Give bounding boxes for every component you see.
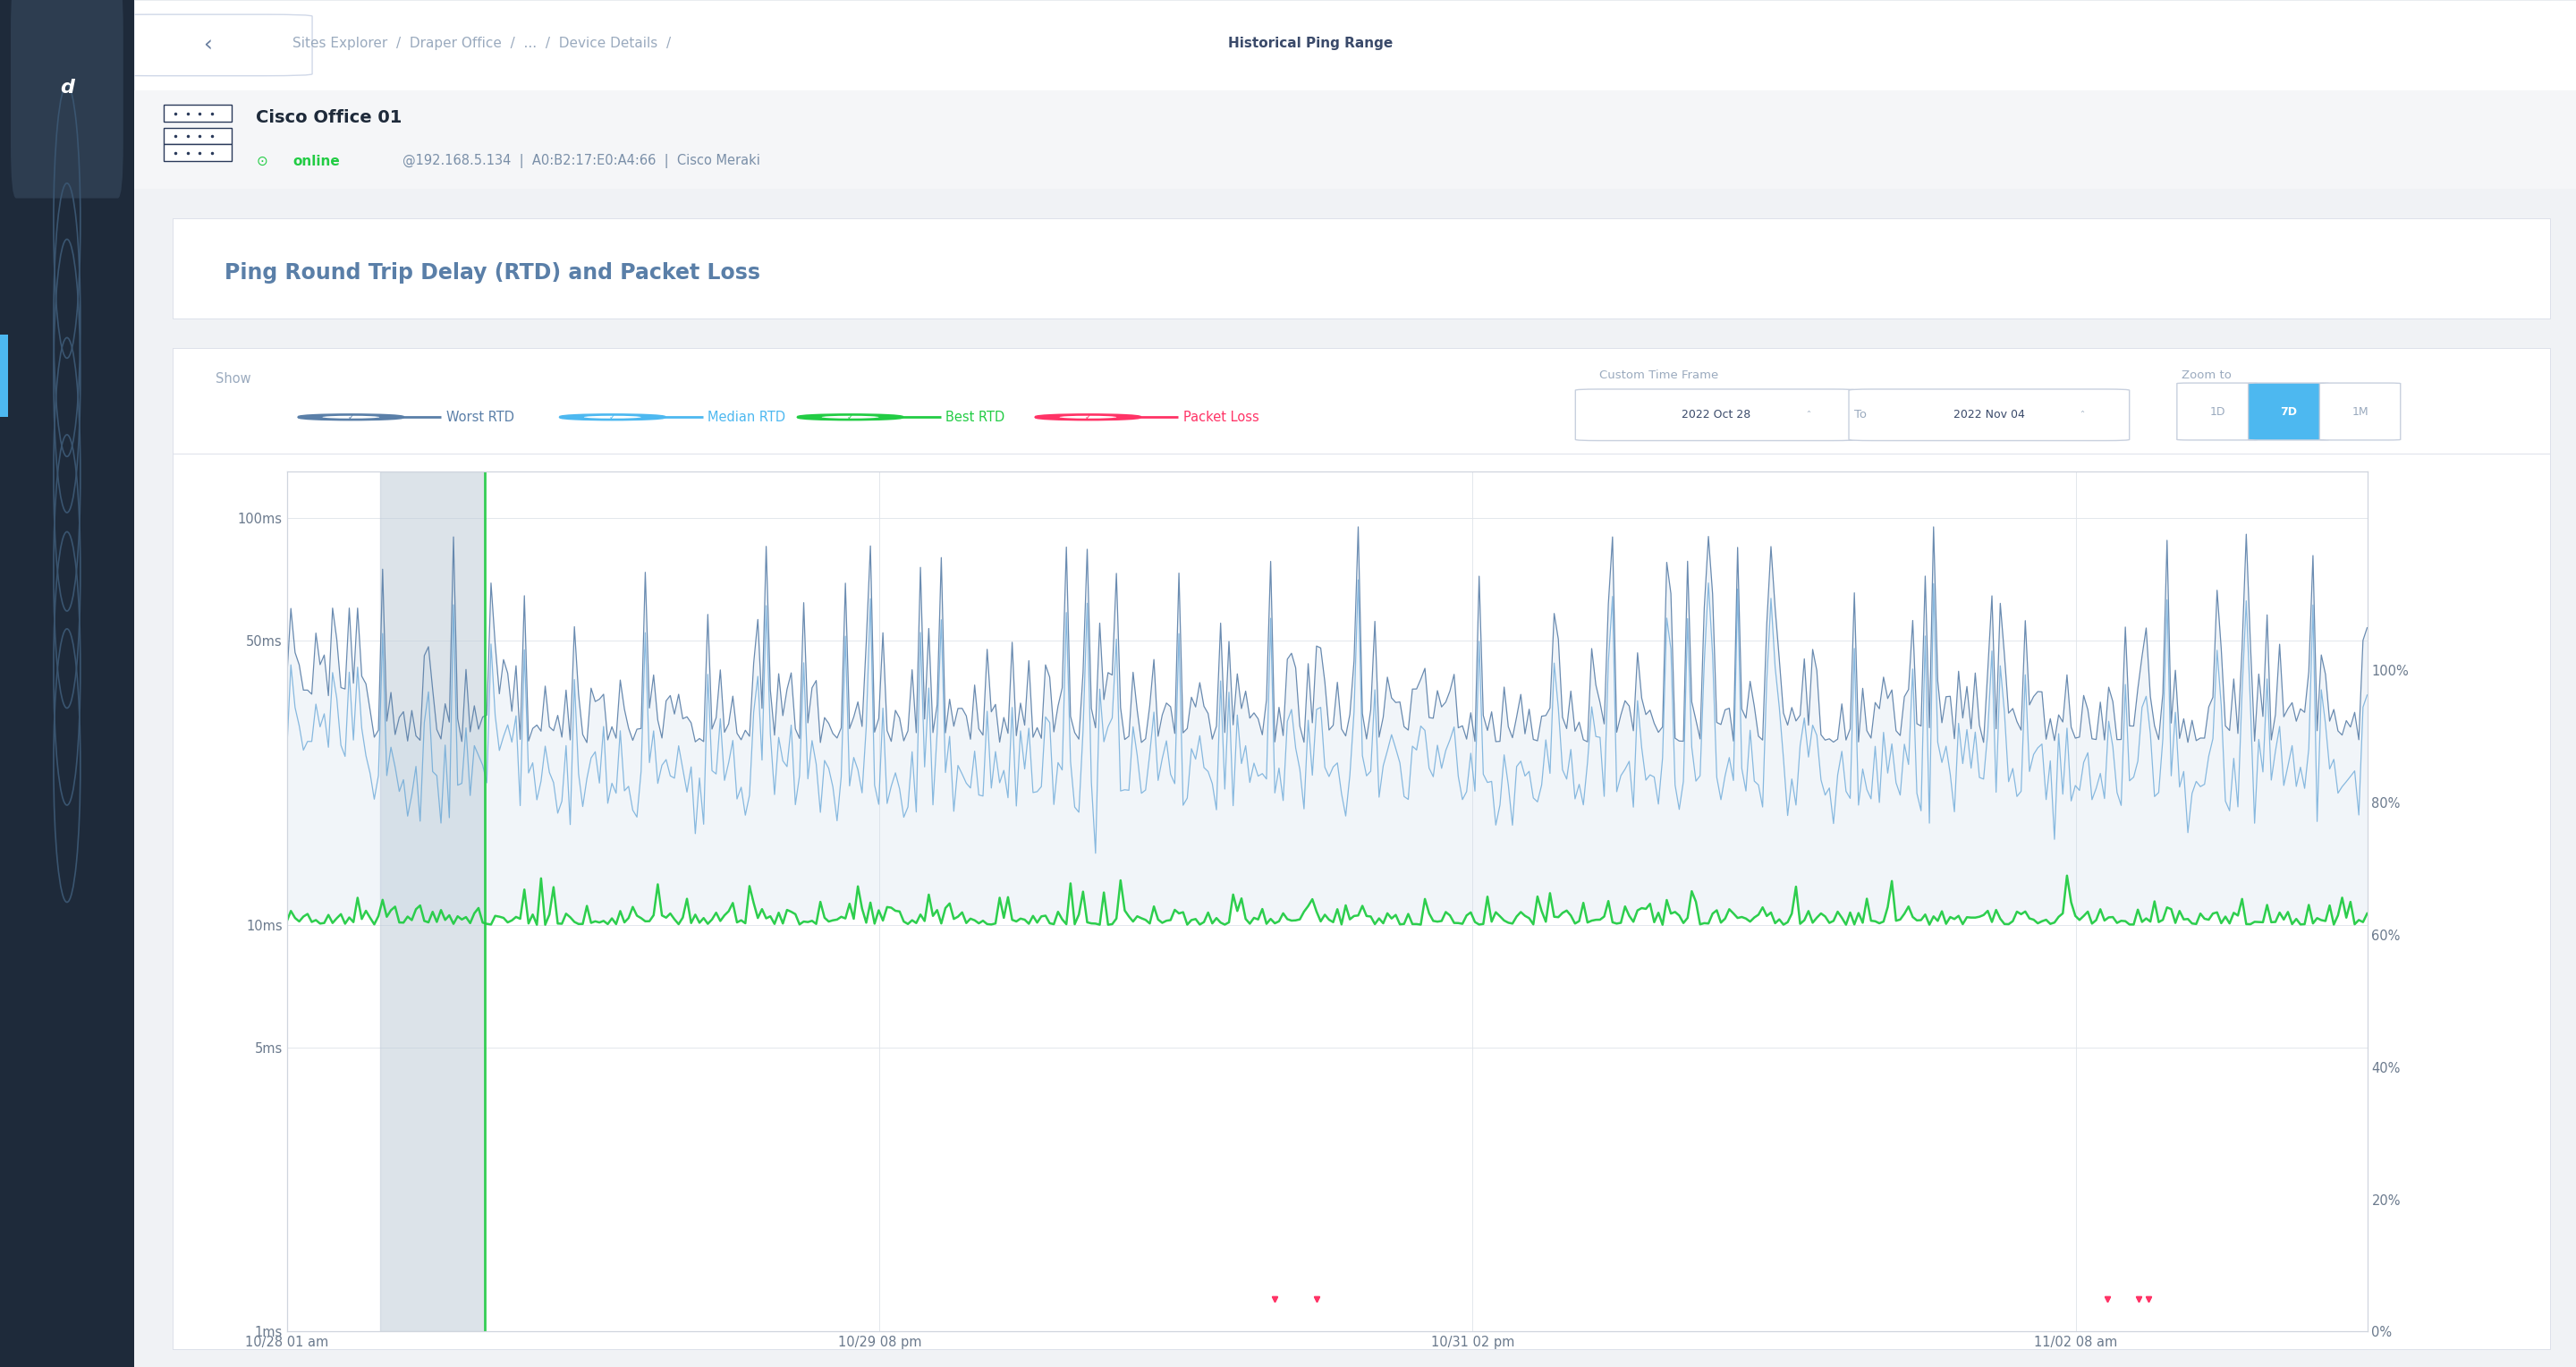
Text: ⊙: ⊙ bbox=[255, 154, 268, 168]
Circle shape bbox=[1059, 416, 1115, 418]
Text: Packet Loss: Packet Loss bbox=[1182, 410, 1260, 424]
Text: 1M: 1M bbox=[2352, 406, 2367, 417]
Text: d: d bbox=[59, 78, 75, 97]
Text: ✓: ✓ bbox=[608, 413, 616, 421]
FancyBboxPatch shape bbox=[2249, 383, 2329, 440]
Text: ⌃: ⌃ bbox=[2079, 411, 2084, 418]
Text: online: online bbox=[294, 154, 340, 168]
Circle shape bbox=[322, 416, 379, 418]
FancyBboxPatch shape bbox=[1850, 390, 2130, 440]
FancyBboxPatch shape bbox=[106, 15, 312, 75]
Text: Cisco Office 01: Cisco Office 01 bbox=[255, 109, 402, 126]
FancyBboxPatch shape bbox=[10, 0, 124, 198]
Text: ✓: ✓ bbox=[848, 413, 853, 421]
Text: ‹: ‹ bbox=[204, 34, 211, 56]
FancyBboxPatch shape bbox=[2177, 383, 2257, 440]
Circle shape bbox=[585, 416, 641, 418]
Text: Sites Explorer  /  Draper Office  /  ...  /  Device Details  /: Sites Explorer / Draper Office / ... / D… bbox=[294, 37, 680, 51]
Text: @192.168.5.134  |  A0:B2:17:E0:A4:66  |  Cisco Meraki: @192.168.5.134 | A0:B2:17:E0:A4:66 | Cis… bbox=[402, 154, 760, 168]
FancyBboxPatch shape bbox=[1577, 390, 1855, 440]
Text: Custom Time Frame: Custom Time Frame bbox=[1600, 370, 1718, 381]
Text: 1D: 1D bbox=[2210, 406, 2226, 417]
Bar bbox=[381, 472, 484, 1331]
Text: Zoom to: Zoom to bbox=[2182, 370, 2231, 381]
Text: Worst RTD: Worst RTD bbox=[446, 410, 515, 424]
Text: ✓: ✓ bbox=[348, 413, 355, 421]
Circle shape bbox=[1036, 414, 1141, 420]
Text: To: To bbox=[1855, 409, 1868, 421]
Text: ✓: ✓ bbox=[1084, 413, 1092, 421]
Bar bbox=[162, 105, 232, 122]
Text: 2022 Nov 04: 2022 Nov 04 bbox=[1953, 409, 2025, 421]
Text: Ping Round Trip Delay (RTD) and Packet Loss: Ping Round Trip Delay (RTD) and Packet L… bbox=[224, 262, 760, 284]
Bar bbox=[0, 335, 8, 417]
Text: 2022 Oct 28: 2022 Oct 28 bbox=[1682, 409, 1749, 421]
Text: Show: Show bbox=[216, 372, 250, 385]
Circle shape bbox=[822, 416, 878, 418]
Text: Median RTD: Median RTD bbox=[708, 410, 786, 424]
Bar bbox=[162, 127, 232, 145]
FancyBboxPatch shape bbox=[2318, 383, 2401, 440]
Text: ⌃: ⌃ bbox=[1806, 411, 1811, 418]
Text: Historical Ping Range: Historical Ping Range bbox=[1229, 37, 1394, 51]
Circle shape bbox=[559, 414, 665, 420]
Circle shape bbox=[299, 414, 404, 420]
Circle shape bbox=[799, 414, 902, 420]
Bar bbox=[162, 145, 232, 161]
Text: 7D: 7D bbox=[2280, 406, 2298, 417]
Text: Best RTD: Best RTD bbox=[945, 410, 1005, 424]
